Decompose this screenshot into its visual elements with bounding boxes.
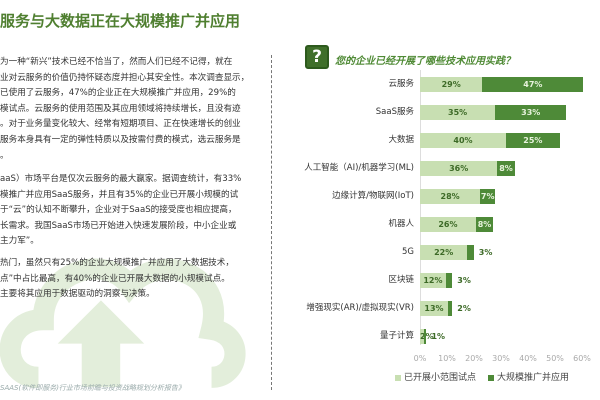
bar-pilot: 13% [420,301,448,316]
bar-pilot: 29% [420,77,483,92]
x-tick-label: 20% [465,354,483,363]
bar-pilot: 28% [420,189,481,204]
bar-scale [467,245,474,260]
text-line: 热门，虽然只有25%的企业大规模推广并应用了大数据技术， [0,258,234,268]
bar-scale [424,329,427,344]
legend-item-scale: 大规模推广并应用 [488,370,569,383]
x-tick-label: 40% [519,354,537,363]
bar-scale [447,301,453,316]
bar-pilot: 22% [420,245,468,260]
divider [271,55,272,390]
category-label: 区块链 [388,275,414,285]
bar-scale: 7% [480,189,496,204]
bar-scale-label: 3% [457,276,471,285]
text-line: 于“云”的认知不断攀升，企业对于SaaS的接受度也相应提高， [0,205,237,216]
source-note: SAAS(软件即服务)行业市场前瞻与投资战略规划分析报告》 [0,384,185,392]
text-line: 模试点。云服务的使用范围及其应用领域将持续增长，且没有迹 [0,103,241,114]
paragraph: 热门，虽然只有25%的企业大规模推广并应用了大数据技术， 点”中占比最高，有40%… [0,256,266,303]
bar-scale: 8% [497,161,515,176]
x-tick-label: 0% [413,354,427,363]
text-line: 。 [0,150,9,161]
text-line: aaS）市场平台是仅次云服务的最大赢家。据调查统计，有33% [0,174,242,184]
bar-scale-label: 1% [431,332,446,341]
category-label: 大数据 [388,135,414,145]
paragraph: 为一种“新兴”技术已经不恰当了，然而人们已经不记得，就在业对云服务的价值仍持怀疑… [0,55,266,164]
category-label: 边缘计算/物联网(IoT) [332,191,414,201]
bar-pilot: 36% [420,161,498,176]
legend-item-pilot: 已开展小范围试点 [395,370,476,383]
category-label: SaaS服务 [375,107,414,117]
bar-scale-label: 2% [457,304,471,313]
category-label: 增强现实(AR)/虚拟现实(VR) [306,303,414,313]
category-label: 人工智能（AI)/机器学习(ML) [304,163,414,173]
text-line: 长需求。我国SaaS市场已开始进入快速发展阶段，中小企业或 [0,220,237,231]
bar-scale: 25% [506,133,560,148]
text-line: 模推广并应用SaaS服务，并且有35%的企业已开展小规模的试 [0,189,239,200]
cloud-upload-watermark-icon [0,258,246,388]
x-tick-label: 50% [546,354,564,363]
category-label: 云服务 [388,79,414,89]
bar-pilot: 40% [420,133,506,148]
text-line: 服务本身具有一定的弹性特质以及按需付费的模式，选云服务是 [0,134,241,145]
category-label: 机器人 [388,219,414,229]
bar-scale: 47% [482,77,584,92]
bar-pilot: 2% [420,329,434,344]
category-label: 量子计算 [379,331,414,341]
x-tick-label: 30% [492,354,510,363]
text-line: 。对于业务量变化较大、经常有短期项目、正在快速增长的创业 [0,119,241,130]
text-line: 点”中占比最高，有40%的企业已开展大数据的小规模试点。 [0,273,230,284]
bar-scale-label: 3% [478,248,493,257]
text-line: 为一种“新兴”技术已经不恰当了，然而人们已经不记得，就在 [0,57,233,67]
y-axis-line [420,70,421,345]
category-label: 5G [402,247,414,257]
bar-pilot: 12% [420,273,446,288]
text-line: 主力军”。 [0,236,39,247]
x-tick-label: 10% [438,354,456,363]
question-icon: ? [305,45,329,69]
text-line: 业对云服务的价值仍持怀疑态度并担心其安全性。本次调查显示， [0,72,250,83]
bar-pilot: 26% [420,217,476,232]
bar-scale: 33% [495,105,567,120]
chart-title: 您的企业已经开展了哪些技术应用实践？ [335,56,515,67]
paragraph: aaS）市场平台是仅次云服务的最大赢家。据调查统计，有33% 模推广并应用SaaS… [0,172,266,250]
bar-scale: 8% [475,217,494,232]
x-tick-label: 60% [573,354,591,363]
text-line: 主要将其应用于数据驱动的洞察与决策。 [0,289,155,300]
legend: 已开展小范围试点 大规模推广并应用 [395,370,569,383]
text-line: 已使用了云服务，47%的企业正在大规模推广并应用，29%的 [0,88,236,99]
bar-pilot: 35% [420,105,496,120]
page-title: 服务与大数据正在大规模推广并应用 [0,12,241,30]
bar-scale [445,273,453,288]
